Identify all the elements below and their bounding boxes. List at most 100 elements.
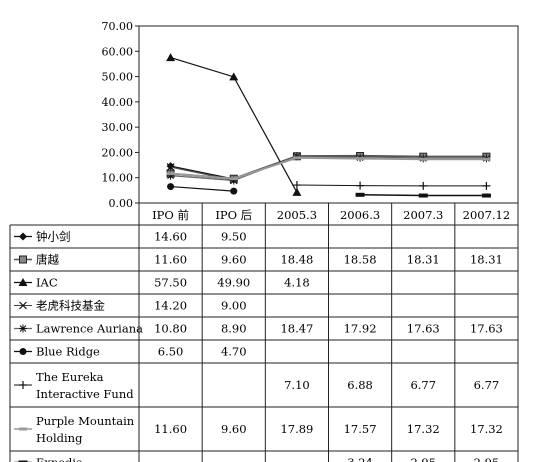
series-line [355,192,491,198]
series-name-label: The Eureka Interactive Fund [36,370,134,401]
table-value-cell: 17.63 [470,322,503,336]
table-value-cell: 9.50 [221,230,247,244]
data-point-marker [481,193,491,198]
table-value-cell: 7.10 [284,378,310,392]
table-value-cell: 18.48 [280,253,313,267]
table-value-cell: 57.50 [154,276,187,290]
y-tick-label: 50.00 [102,71,134,84]
table-row: 唐越 11.60 9.60 18.48 18.58 18.31 18.31 [14,253,503,267]
table-value-cell: 17.63 [407,322,440,336]
data-point-marker [18,460,28,462]
data-point-marker [19,255,27,264]
x-category-label: IPO 后 [215,208,252,222]
data-point-marker [292,181,301,190]
data-point-marker [229,176,238,185]
data-point-marker [19,381,27,389]
y-tick-label: 20.00 [102,146,134,159]
table-value-cell: 17.32 [407,422,440,436]
series-path [170,185,234,192]
table-value-cell: 8.90 [221,322,247,336]
series-name-label: 钟小剑 [36,230,71,244]
data-point-marker [166,163,175,172]
data-point-marker [419,157,428,161]
table-row: Blue Ridge 6.50 4.70 [14,345,247,359]
table-value-cell: 2.95 [410,456,436,462]
series-name-label: Purple Mountain Holding [36,414,135,445]
series-line [292,181,491,190]
data-point-marker [356,181,365,190]
data-point-marker [229,72,239,81]
series-name-label: Blue Ridge [36,345,100,359]
table-value-cell: 3.24 [347,456,373,462]
data-point-marker [166,53,176,62]
x-category-label: 2007.3 [403,208,443,222]
table-row: IAC 57.50 49.90 4.18 [14,276,310,290]
data-point-marker [419,181,428,190]
data-point-marker [19,232,27,241]
series-lines [166,53,491,198]
data-point-marker [166,171,175,180]
series-name-label: Expedia [36,456,83,462]
table-value-cell: 17.57 [344,422,377,436]
series-path [296,184,487,187]
table-row: Purple Mountain Holding 11.60 9.60 17.89 17.5… [14,414,503,445]
data-point-marker [166,172,175,176]
data-point-marker [418,193,428,198]
data-point-marker [167,183,175,191]
table-row: Expedia 3.24 2.95 2.95 [14,456,499,462]
series-line [166,156,491,181]
y-tick-label: 10.00 [102,172,134,185]
y-tick-label: 30.00 [102,121,134,134]
x-category-label: 2006.3 [340,208,380,222]
table-value-cell: 18.31 [470,253,503,267]
y-tick-label: 60.00 [102,45,134,58]
data-point-marker [292,187,302,196]
data-point-marker [230,187,238,195]
data-point-marker [19,324,27,333]
table-value-cell: 9.00 [221,299,247,313]
series-path [170,156,487,180]
y-tick-label: 0.00 [109,197,134,210]
x-category-label: IPO 前 [152,208,189,222]
series-name-label: Lawrence Auriana [36,322,143,336]
table-row: 老虎科技基金 14.20 9.00 [14,299,247,313]
table-value-cell: 11.60 [154,422,187,436]
table-row: Lawrence Auriana 10.80 8.90 18.47 17.92 17.63… [14,322,503,336]
table-row: 钟小剑 14.60 9.50 [14,230,247,244]
table-row: The Eureka Interactive Fund 7.10 6.88 6.77 6.… [14,370,499,401]
data-point-marker [19,301,27,310]
table-value-cell: 9.60 [221,422,247,436]
table-value-cell: 14.60 [154,230,187,244]
table-value-cell: 2.95 [474,456,500,462]
table-value-cell: 18.47 [280,322,313,336]
table-value-cell: 17.32 [470,422,503,436]
table-value-cell: 11.60 [154,253,187,267]
data-point-marker [19,348,27,355]
data-point-marker [18,278,28,286]
table-value-cell: 6.77 [474,378,500,392]
series-line [166,53,302,196]
table-value-cell: 6.77 [410,378,436,392]
y-axis: 0.00 10.00 20.00 30.00 40.00 50.00 60.00 70.00 [102,20,139,210]
series-line [167,183,238,195]
series-name-label: IAC [36,276,58,290]
x-category-label: 2007.12 [463,208,511,222]
series-name-label: 老虎科技基金 [36,299,105,313]
data-point-marker [229,177,238,181]
table-value-cell: 10.80 [154,322,187,336]
table-value-cell: 6.88 [347,378,373,392]
table-value-cell: 18.31 [407,253,440,267]
table-value-cell: 4.70 [221,345,247,359]
table-value-cell: 6.50 [158,345,184,359]
data-point-marker [166,162,175,171]
data-point-marker [482,157,491,161]
x-category-label: 2005.3 [277,208,317,222]
table-value-cell: 18.58 [344,253,377,267]
table-value-cell: 17.92 [344,322,377,336]
table-value-cell: 14.20 [154,299,187,313]
data-point-marker [355,192,365,197]
data-point-marker [19,427,27,431]
series-name-label: 唐越 [36,253,59,267]
y-tick-label: 40.00 [102,96,134,109]
